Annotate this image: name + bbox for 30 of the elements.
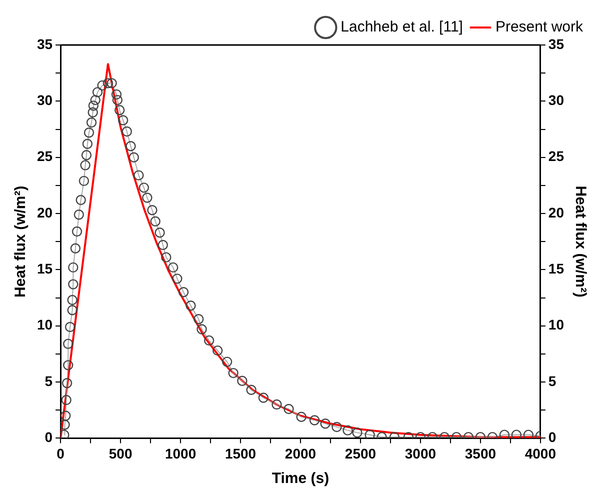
y-tick-label: 20: [36, 204, 53, 220]
y2-tick-label: 25: [548, 148, 564, 164]
x-tick-label: 3000: [404, 445, 436, 462]
y-tick-label: 30: [36, 92, 53, 108]
x-tick-label: 1500: [224, 445, 256, 462]
x-tick-label: 4000: [524, 445, 556, 462]
y-tick-label: 15: [36, 260, 53, 277]
y-tick-label: 5: [44, 372, 53, 389]
x-tick-label: 3500: [464, 445, 496, 462]
y-tick-label: 25: [36, 148, 53, 164]
x-axis-title: Time (s): [272, 470, 330, 488]
y2-tick-label: 35: [548, 36, 564, 52]
y-axis-title: Heat flux (w/m²): [12, 186, 30, 298]
x-tick-label: 0: [56, 445, 65, 462]
x-tick-label: 2000: [284, 445, 316, 462]
y2-tick-label: 20: [548, 204, 564, 220]
y2-tick-label: 10: [548, 316, 564, 333]
x-tick-label: 1000: [164, 445, 196, 462]
y2-tick-label: 0: [548, 429, 556, 446]
y-tick-label: 35: [36, 36, 53, 52]
legend-label: Present work: [495, 18, 584, 36]
legend-label: Lachheb et al. [11]: [340, 18, 463, 36]
x-tick-label: 2500: [344, 445, 376, 462]
y-tick-label: 10: [36, 316, 53, 333]
y2-tick-label: 5: [548, 372, 556, 389]
y2-tick-label: 30: [548, 92, 564, 108]
y2-axis-title: Heat flux (w/m²): [572, 186, 589, 298]
x-tick-label: 500: [108, 445, 132, 462]
y2-tick-label: 15: [548, 260, 564, 277]
y-tick-label: 0: [44, 429, 53, 446]
